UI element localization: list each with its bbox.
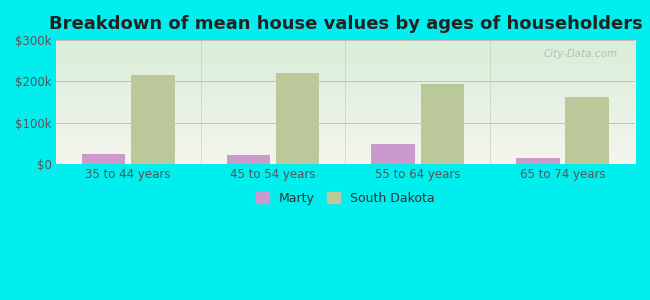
Title: Breakdown of mean house values by ages of householders: Breakdown of mean house values by ages o… [49,15,642,33]
Text: City-Data.com: City-Data.com [543,49,618,59]
Bar [276,73,319,164]
Bar [371,143,415,164]
Legend: Marty, South Dakota: Marty, South Dakota [252,187,439,210]
Bar [131,75,175,164]
Bar [566,97,609,164]
Bar [421,84,464,164]
Bar [227,155,270,164]
Bar [516,158,560,164]
Bar [82,154,125,164]
